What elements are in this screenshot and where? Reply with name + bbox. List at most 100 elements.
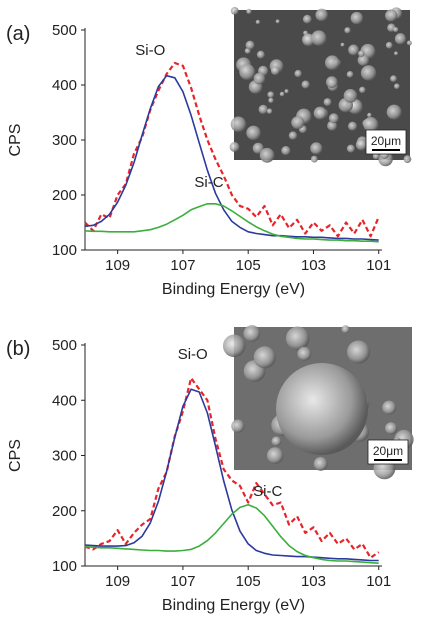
scale-label: 20μm bbox=[373, 444, 403, 458]
inset-particle bbox=[344, 27, 351, 34]
inset-particle bbox=[267, 91, 275, 98]
y-tick-label: 500 bbox=[52, 337, 77, 354]
inset-particle bbox=[291, 116, 305, 130]
inset-particle bbox=[385, 422, 398, 435]
inset-particle bbox=[245, 40, 255, 50]
inset-particle bbox=[253, 72, 266, 85]
data-line bbox=[84, 74, 379, 241]
x-tick-label: 109 bbox=[105, 573, 130, 590]
inset-particle bbox=[252, 142, 264, 154]
inset-particle bbox=[276, 363, 368, 455]
x-tick-label: 101 bbox=[366, 573, 391, 590]
inset-particle bbox=[340, 42, 345, 47]
inset-particle bbox=[266, 108, 273, 115]
inset-particle bbox=[348, 121, 358, 131]
inset-particle bbox=[310, 155, 318, 163]
inset-particle bbox=[390, 75, 397, 83]
inset-particle bbox=[341, 325, 350, 334]
inset-particle bbox=[355, 139, 368, 151]
inset-particle bbox=[394, 51, 399, 56]
inset-particle bbox=[359, 86, 366, 94]
y-tick-label: 500 bbox=[52, 22, 77, 39]
inset-particle bbox=[246, 125, 261, 141]
sem-inset: 20μm bbox=[229, 7, 412, 167]
inset-particle bbox=[259, 147, 275, 163]
data-line bbox=[84, 503, 379, 564]
inset-particle bbox=[281, 146, 291, 156]
inset-particle bbox=[231, 419, 245, 433]
inset-particle bbox=[357, 54, 370, 66]
inset-particle bbox=[311, 30, 327, 46]
inset-particle bbox=[346, 144, 356, 153]
inset-particle bbox=[403, 155, 412, 163]
inset-particle bbox=[279, 91, 285, 97]
inset-particle bbox=[350, 11, 364, 25]
x-tick-label: 107 bbox=[170, 573, 195, 590]
data-line bbox=[84, 203, 379, 243]
data-line bbox=[84, 388, 379, 562]
x-tick-label: 107 bbox=[170, 257, 195, 274]
inset-particle bbox=[325, 76, 338, 88]
data-line bbox=[84, 61, 380, 238]
inset-particle bbox=[222, 334, 246, 358]
y-tick-label: 100 bbox=[52, 242, 77, 259]
y-axis-label: CPS bbox=[7, 439, 24, 472]
y-tick-label: 100 bbox=[52, 558, 77, 575]
inset-particle bbox=[315, 8, 328, 22]
inset-particle bbox=[302, 14, 312, 24]
inset-particle bbox=[284, 89, 289, 94]
x-tick-label: 103 bbox=[301, 257, 326, 274]
x-tick-label: 109 bbox=[105, 257, 130, 274]
y-tick-label: 200 bbox=[52, 187, 77, 204]
inset-particle bbox=[229, 142, 240, 152]
inset-particle bbox=[346, 70, 354, 78]
inset-particle bbox=[270, 66, 280, 76]
inset-particle bbox=[230, 7, 239, 15]
inset-particle bbox=[255, 19, 261, 25]
inset-particle bbox=[328, 113, 339, 124]
peak-annotation: Si-C bbox=[253, 483, 282, 500]
inset-particle bbox=[358, 50, 365, 57]
inset-particle bbox=[343, 89, 358, 103]
x-tick-label: 105 bbox=[236, 573, 261, 590]
peak-annotation: Si-C bbox=[194, 174, 223, 191]
inset-particle bbox=[393, 26, 399, 33]
inset-particle bbox=[266, 447, 284, 464]
inset-particle bbox=[246, 8, 252, 15]
y-tick-label: 300 bbox=[52, 448, 77, 465]
inset-particle bbox=[386, 104, 402, 120]
inset-particle bbox=[325, 55, 340, 71]
y-axis-label: CPS bbox=[7, 124, 24, 157]
inset-particle bbox=[243, 325, 261, 342]
x-axis-label: Binding Energy (eV) bbox=[162, 281, 305, 298]
inset-particle bbox=[271, 436, 282, 447]
inset-particle bbox=[239, 64, 256, 80]
inset-particle bbox=[406, 40, 412, 46]
inset-particle bbox=[285, 326, 310, 351]
inset-particle bbox=[347, 340, 371, 364]
panel-label: (b) bbox=[6, 338, 30, 360]
y-tick-label: 200 bbox=[52, 503, 77, 520]
inset-particle bbox=[363, 117, 379, 133]
inset-particle bbox=[275, 19, 280, 24]
inset-particle bbox=[348, 44, 359, 56]
inset-particle bbox=[360, 65, 377, 81]
scale-label: 20μm bbox=[371, 134, 401, 148]
inset-particle bbox=[268, 97, 274, 104]
y-tick-label: 400 bbox=[52, 392, 77, 409]
inset-particle bbox=[385, 41, 393, 49]
inset-particle bbox=[230, 116, 247, 133]
inset-particle bbox=[294, 69, 302, 78]
inset-particle bbox=[297, 346, 312, 361]
inset-particle bbox=[393, 83, 400, 90]
peak-annotation: Si-O bbox=[135, 42, 165, 59]
inset-particle bbox=[323, 98, 332, 107]
peak-annotation: Si-O bbox=[178, 346, 208, 363]
inset-particle bbox=[256, 50, 265, 59]
inset-particle bbox=[301, 80, 310, 89]
inset-particle bbox=[327, 120, 338, 131]
y-tick-label: 300 bbox=[52, 132, 77, 149]
inset-particle bbox=[253, 346, 276, 369]
panel-label: (a) bbox=[6, 23, 30, 45]
